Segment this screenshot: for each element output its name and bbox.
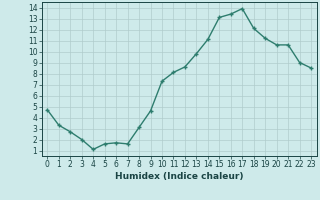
X-axis label: Humidex (Indice chaleur): Humidex (Indice chaleur) (115, 172, 244, 181)
